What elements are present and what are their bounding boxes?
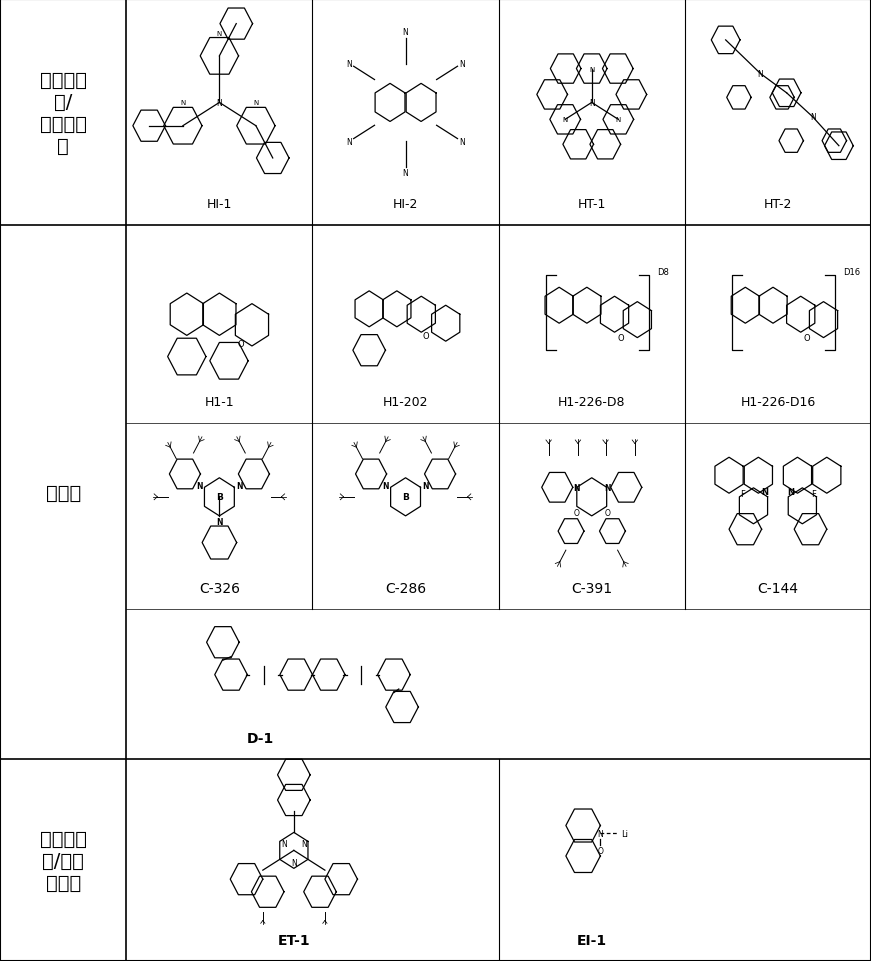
- Text: N: N: [589, 99, 595, 108]
- Text: ET-1: ET-1: [278, 933, 310, 947]
- Text: C-144: C-144: [758, 581, 799, 596]
- Text: H1-202: H1-202: [383, 396, 429, 408]
- Text: N: N: [459, 60, 465, 69]
- Text: 空穴注入
层/
空穴传输
层: 空穴注入 层/ 空穴传输 层: [40, 70, 86, 156]
- Text: C-391: C-391: [571, 581, 612, 596]
- Text: N: N: [758, 70, 763, 79]
- Text: D-1: D-1: [246, 731, 274, 745]
- Text: N: N: [291, 858, 297, 868]
- Text: D16: D16: [843, 267, 861, 276]
- Text: Li: Li: [621, 828, 628, 838]
- Text: O: O: [598, 846, 604, 855]
- Text: N: N: [563, 117, 568, 123]
- Text: H1-1: H1-1: [205, 396, 234, 408]
- Text: N: N: [346, 60, 352, 69]
- Text: O: O: [237, 340, 244, 349]
- Text: N: N: [761, 487, 768, 497]
- Text: N: N: [346, 137, 352, 147]
- Text: O: O: [604, 508, 611, 517]
- Text: O: O: [573, 508, 579, 517]
- Text: N: N: [422, 481, 429, 490]
- Text: HT-1: HT-1: [577, 198, 606, 211]
- Text: B: B: [216, 493, 223, 502]
- Text: N: N: [180, 100, 186, 107]
- Text: N: N: [810, 113, 815, 122]
- Text: N: N: [598, 828, 604, 838]
- Text: O: O: [804, 333, 811, 343]
- Text: 电子传输
层/电子
注入层: 电子传输 层/电子 注入层: [40, 828, 86, 892]
- Text: EI-1: EI-1: [577, 933, 607, 947]
- Text: N: N: [216, 518, 223, 527]
- Text: HI-1: HI-1: [206, 198, 232, 211]
- Text: B: B: [402, 493, 409, 502]
- Text: N: N: [382, 481, 389, 490]
- Text: C-286: C-286: [385, 581, 426, 596]
- Text: F: F: [811, 489, 816, 498]
- Text: F: F: [739, 489, 745, 498]
- Text: N: N: [459, 137, 465, 147]
- Text: N: N: [402, 169, 408, 178]
- Text: N: N: [253, 100, 259, 107]
- Text: N: N: [196, 481, 203, 490]
- Text: N: N: [787, 487, 794, 497]
- Text: HI-2: HI-2: [393, 198, 418, 211]
- Text: N: N: [217, 99, 222, 108]
- Text: D8: D8: [657, 267, 669, 276]
- Text: O: O: [422, 332, 429, 341]
- Text: 发光层: 发光层: [45, 483, 81, 502]
- Text: H1-226-D8: H1-226-D8: [558, 396, 625, 408]
- Text: N: N: [604, 483, 611, 492]
- Text: HT-2: HT-2: [764, 198, 792, 211]
- Text: C-326: C-326: [199, 581, 240, 596]
- Text: N: N: [300, 839, 307, 848]
- Text: O: O: [618, 333, 625, 343]
- Text: N: N: [573, 483, 579, 492]
- Text: N: N: [236, 481, 242, 490]
- Text: H1-226-D16: H1-226-D16: [740, 396, 815, 408]
- Text: N: N: [616, 117, 621, 123]
- Text: N: N: [281, 839, 287, 848]
- Text: N: N: [589, 66, 594, 72]
- Text: N: N: [402, 29, 408, 37]
- Text: N: N: [217, 31, 222, 37]
